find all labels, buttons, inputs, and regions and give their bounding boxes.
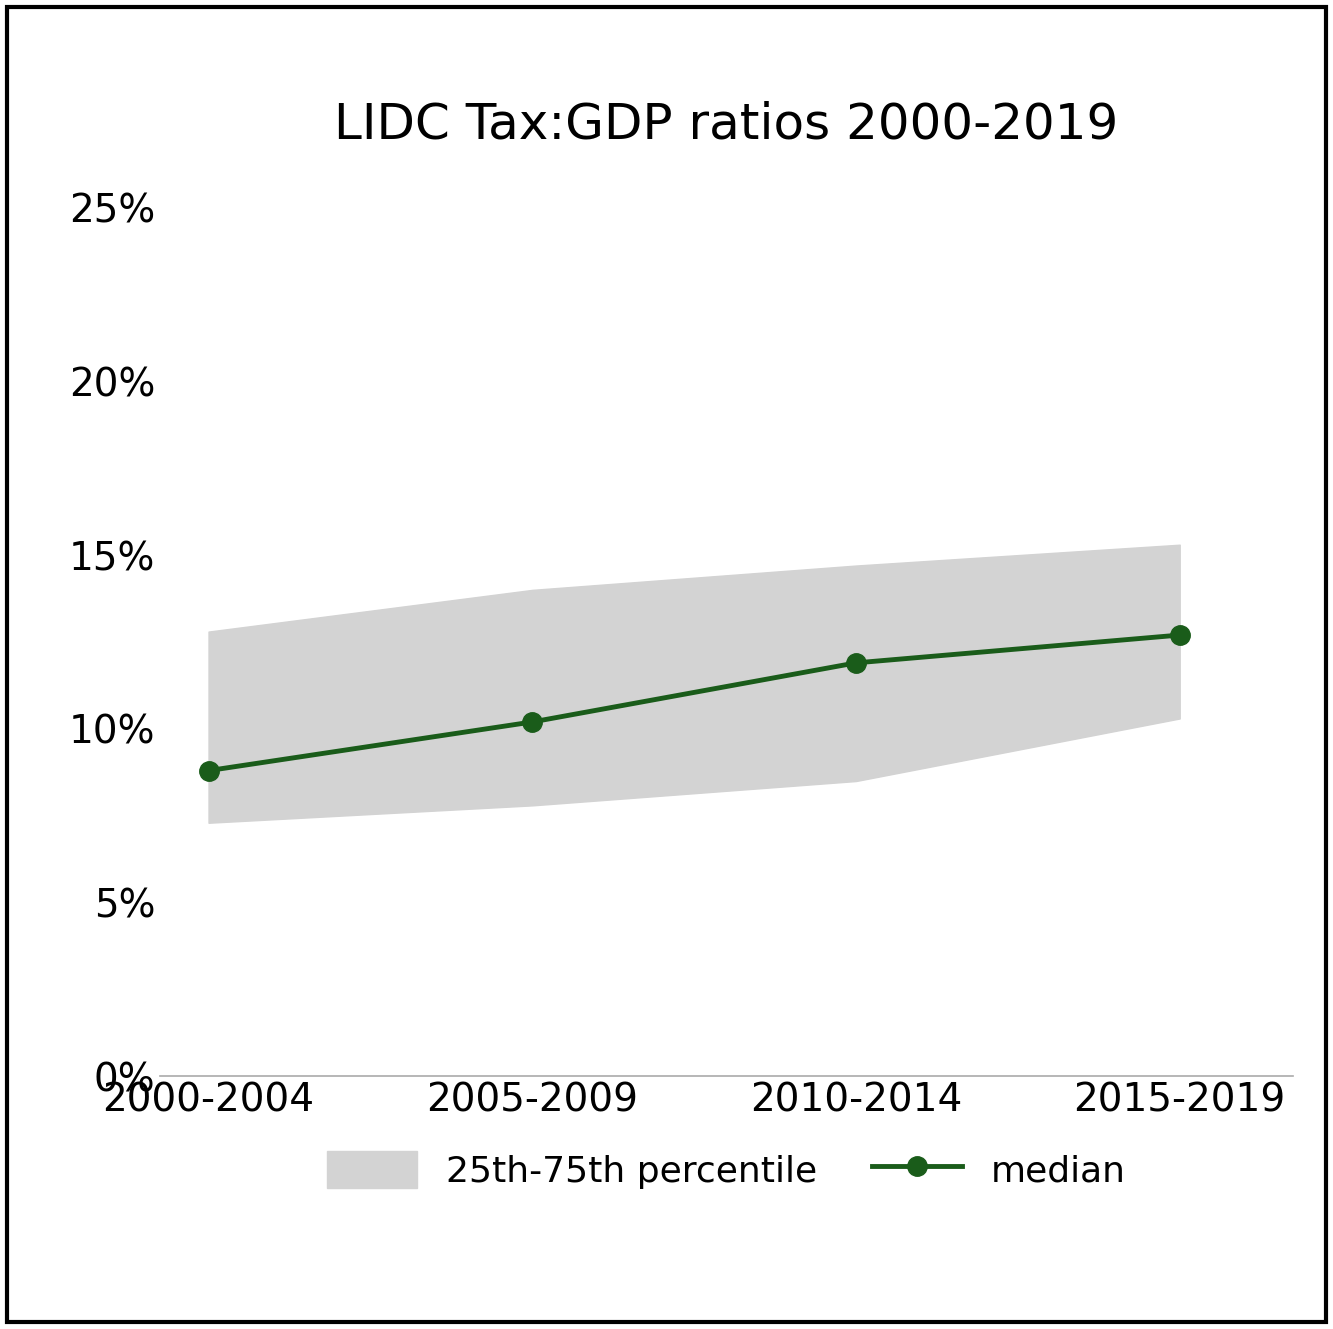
Title: LIDC Tax:GDP ratios 2000-2019: LIDC Tax:GDP ratios 2000-2019 [335,100,1118,148]
Legend: 25th-75th percentile, median: 25th-75th percentile, median [313,1136,1140,1203]
